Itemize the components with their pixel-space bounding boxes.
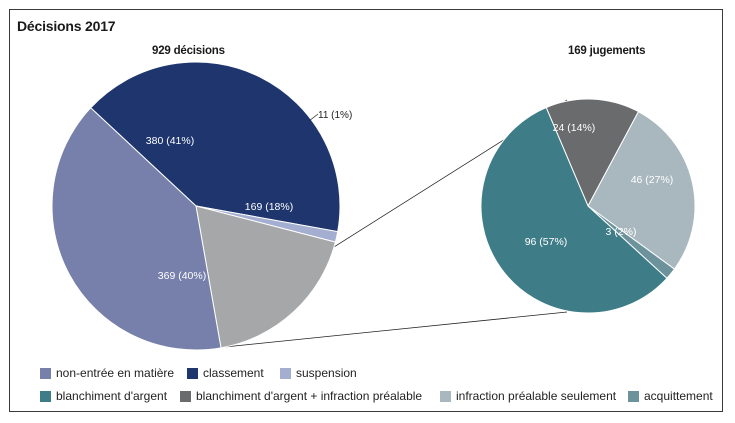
slice-label: 369 (40%) (158, 270, 206, 282)
slice-label: 380 (41%) (146, 135, 194, 147)
legend-label: acquittement (644, 389, 713, 403)
legend-item: blanchiment d'argent (40, 389, 167, 403)
pie-slice (195, 205, 337, 349)
leader-line (308, 113, 319, 122)
right-pie (480, 98, 696, 314)
legend-label: classement (203, 366, 264, 380)
legend-item: acquittement (628, 389, 713, 403)
legend-label: suspension (296, 366, 357, 380)
legend-label: non-entrée en matière (56, 366, 175, 380)
legend-swatch (628, 390, 639, 402)
chart-title: Décisions 2017 (17, 18, 116, 34)
legend-item: classement (187, 366, 264, 380)
legend-swatch (180, 390, 191, 402)
legend-swatch (187, 367, 198, 379)
legend-item: infraction préalable seulement (440, 389, 616, 403)
slice-label: 46 (27%) (631, 174, 674, 186)
slice-label: 169 (18%) (245, 201, 293, 213)
left-pie (51, 61, 341, 351)
pie-slice (89, 61, 341, 233)
right-pie-subtitle: 169 jugements (568, 45, 646, 57)
legend-item: blanchiment d'argent + infraction préala… (180, 389, 422, 403)
slice-labels: 380 (41%) 169 (18%) 369 (40%) 11 (1%) 24 (14… (146, 110, 674, 282)
legend-item: suspension (280, 366, 357, 380)
slice-label: 3 (2%) (606, 226, 637, 238)
pie-slice (51, 107, 222, 351)
slice-label: 11 (1%) (318, 110, 352, 121)
pie-slice (480, 106, 668, 314)
pie-slice (587, 110, 696, 270)
legend-swatch (280, 367, 291, 379)
left-pie-subtitle: 929 décisions (152, 45, 225, 57)
slice-label: 96 (57%) (525, 236, 568, 248)
legend-swatch (440, 390, 451, 402)
slice-label: 24 (14%) (553, 122, 596, 134)
legend-swatch (40, 390, 51, 402)
pie-slice (545, 98, 640, 208)
connector-line (225, 311, 568, 348)
legend-swatch (40, 367, 51, 379)
legend-label: infraction préalable seulement (456, 389, 617, 403)
legend-label: blanchiment d'argent + infraction préala… (196, 389, 423, 403)
legend-label: blanchiment d'argent (56, 389, 168, 403)
legend-item: non-entrée en matière (40, 366, 174, 380)
